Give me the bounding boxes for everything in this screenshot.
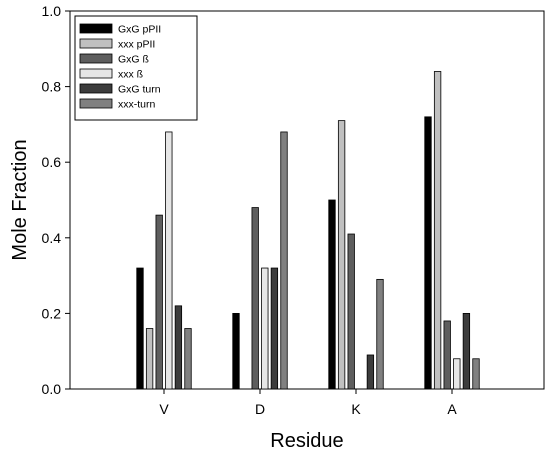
bar-xxx--v (165, 131, 173, 390)
y-tick-label: 0.4 (42, 230, 62, 246)
y-tick-label: 1.0 (42, 3, 62, 19)
bar-xxx-turn-a (472, 358, 480, 390)
legend-label: GxG ß (118, 54, 149, 66)
x-tick-label: K (351, 401, 361, 417)
x-tick-label: D (255, 401, 265, 417)
y-tick-label: 0.8 (42, 79, 62, 95)
legend-swatch (79, 38, 113, 49)
bar-xxx-turn-d (280, 131, 288, 390)
bar-gxg--a (443, 320, 451, 390)
bar-xxx-turn-v (184, 328, 192, 390)
bar-gxg-turn-v (174, 305, 183, 390)
legend: GxG pPII xxx pPII GxG ß xxx ß GxG turn xxx-tu… (74, 15, 198, 121)
bar-xxx-ppii-k (337, 120, 346, 390)
bar-gxg--k (347, 233, 355, 390)
bar-gxg-turn-k (366, 354, 375, 390)
bar-gxg-ppii-k (328, 199, 336, 390)
bar-gxg-ppii-d (232, 312, 240, 390)
y-axis: 0.0 0.2 0.4 0.6 0.8 1.0 (42, 3, 70, 397)
legend-label: GxG turn (118, 84, 161, 96)
y-tick-label: 0.0 (42, 381, 62, 397)
bar-gxg-ppii-v (136, 267, 144, 390)
plot-frame (69, 10, 545, 390)
bar-xxx--a (453, 358, 461, 390)
legend-swatch (79, 83, 113, 94)
bar-gxg--v (155, 214, 163, 390)
y-tick-label: 0.6 (42, 154, 62, 170)
bar-xxx-ppii-a (433, 71, 442, 390)
x-tick-label: A (447, 401, 457, 417)
x-axis-title: Residue (270, 430, 343, 452)
bar-xxx-turn-k (376, 278, 384, 390)
bar-xxx-ppii-v (145, 328, 154, 390)
legend-label: xxx pPII (118, 39, 155, 51)
bar-gxg--d (251, 207, 259, 390)
x-tick-label: V (159, 401, 169, 417)
legend-swatch (79, 98, 113, 109)
y-tick-label: 0.2 (42, 305, 62, 321)
bar-gxg-ppii-a (424, 116, 432, 390)
bar-xxx--d (261, 267, 269, 390)
legend-label: xxx-turn (118, 99, 156, 111)
bars (136, 71, 480, 390)
legend-swatch (79, 23, 113, 34)
legend-swatch (79, 68, 113, 79)
legend-label: xxx ß (118, 69, 143, 81)
legend-swatch (79, 53, 113, 64)
bar-gxg-turn-d (270, 267, 279, 390)
legend-label: GxG pPII (118, 24, 161, 36)
bar-gxg-turn-a (462, 312, 471, 390)
y-axis-title: Mole Fraction (9, 139, 31, 260)
